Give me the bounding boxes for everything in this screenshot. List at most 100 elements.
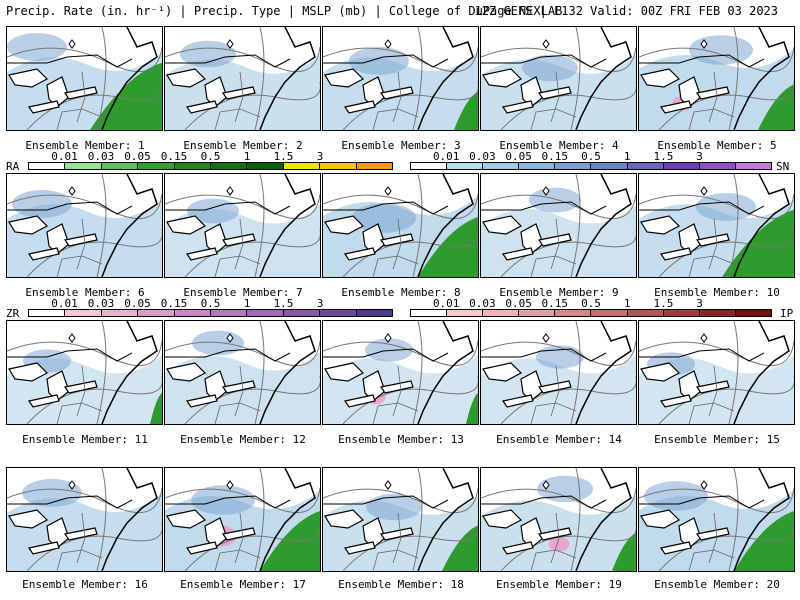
- sn-colorbar-cell: [483, 163, 520, 169]
- ip-colorbar-cell: [447, 310, 484, 316]
- ip-tick-label: 0.01: [432, 297, 460, 310]
- zr-legend-label: ZR: [6, 307, 20, 320]
- ip-tick-label: 0.03: [469, 297, 496, 310]
- ensemble-map-panel: [164, 320, 321, 425]
- ensemble-member-label: Ensemble Member: 1: [25, 139, 145, 152]
- sn-colorbar-cell: [627, 163, 664, 169]
- ensemble-map-panel: [322, 26, 479, 131]
- ra-colorbar-cell: [138, 163, 175, 169]
- ip-colorbar-cell: [555, 310, 592, 316]
- ra-colorbar-cell: [211, 163, 248, 169]
- ensemble-member-label: Ensemble Member: 17: [180, 578, 306, 591]
- ensemble-map-panel: [480, 467, 637, 572]
- ensemble-member-label: Ensemble Member: 2: [183, 139, 303, 152]
- precip-map: [165, 174, 320, 277]
- header-title: Precip. Rate (in. hr⁻¹) | Precip. Type |…: [6, 4, 563, 18]
- precip-map: [481, 468, 636, 571]
- header-valid-time: 12Z GEFS | F132 Valid: 00Z FRI FEB 03 20…: [474, 4, 778, 18]
- precip-map: [165, 27, 320, 130]
- zr-tick-label: 3: [316, 297, 324, 310]
- ensemble-map-panel: [322, 467, 479, 572]
- precip-map: [165, 468, 320, 571]
- ra-colorbar-cell: [356, 163, 393, 169]
- ip-colorbar: [410, 309, 772, 317]
- ensemble-map-panel: [480, 173, 637, 278]
- zr-colorbar-cell: [211, 310, 248, 316]
- sn-tick-label: 1.5: [653, 150, 674, 163]
- ra-tick-label: 1.5: [273, 150, 294, 163]
- ip-legend-label: IP: [780, 307, 794, 320]
- zr-tick-label: 0.15: [160, 297, 188, 310]
- sn-colorbar-cell: [447, 163, 484, 169]
- zr-colorbar-cell: [356, 310, 393, 316]
- ip-colorbar-cell: [699, 310, 736, 316]
- sn-colorbar: [410, 162, 772, 170]
- ip-colorbar-cell: [663, 310, 700, 316]
- ip-tick-label: 1.5: [653, 297, 674, 310]
- precip-map: [481, 27, 636, 130]
- sn-tick-label: 0.03: [469, 150, 496, 163]
- zr-tick-label: 1: [243, 297, 251, 310]
- zr-colorbar-cell: [283, 310, 321, 316]
- ensemble-member-label: Ensemble Member: 19: [496, 578, 622, 591]
- ensemble-member-label: Ensemble Member: 10: [654, 286, 780, 299]
- sn-colorbar-cell: [699, 163, 736, 169]
- ip-legend-ticks: 0.01 0.03 0.05 0.15 0.5 1 1.5 3: [408, 297, 778, 310]
- ensemble-member-label: Ensemble Member: 15: [654, 433, 780, 446]
- ip-colorbar-cell: [519, 310, 556, 316]
- precip-map: [481, 321, 636, 424]
- ip-colorbar-cell: [627, 310, 664, 316]
- ensemble-map-panel: [6, 467, 163, 572]
- zr-colorbar-cell: [247, 310, 284, 316]
- precip-map: [639, 174, 794, 277]
- sn-legend-label: SN: [776, 160, 790, 173]
- precip-map: [639, 468, 794, 571]
- sn-tick-label: 3: [696, 150, 703, 163]
- zr-colorbar-cell: [101, 310, 139, 316]
- zr-colorbar-cell: [29, 310, 66, 316]
- ensemble-map-panel: [480, 26, 637, 131]
- ensemble-member-label: Ensemble Member: 11: [22, 433, 148, 446]
- ensemble-map-panel: [6, 26, 163, 131]
- ip-tick-label: 3: [696, 297, 703, 310]
- ensemble-map-panel: [638, 173, 795, 278]
- zr-legend-ticks: 0.01 0.03 0.05 0.15 0.5 1 1.5 3: [20, 297, 390, 310]
- zr-tick-label: 1.5: [273, 297, 294, 310]
- ip-colorbar-cell: [483, 310, 520, 316]
- ip-tick-label: 0.15: [541, 297, 569, 310]
- ensemble-member-label: Ensemble Member: 3: [341, 139, 461, 152]
- sn-tick-label: 0.15: [541, 150, 569, 163]
- ensemble-member-label: Ensemble Member: 13: [338, 433, 464, 446]
- ensemble-map-panel: [322, 320, 479, 425]
- ensemble-member-label: Ensemble Member: 4: [499, 139, 619, 152]
- precip-map: [323, 321, 478, 424]
- sn-tick-label: 0.5: [581, 150, 601, 163]
- ra-colorbar-cell: [29, 163, 66, 169]
- ra-legend-ticks: 0.01 0.03 0.05 0.15 0.5 1 1.5 3: [20, 150, 390, 163]
- ensemble-member-label: Ensemble Member: 20: [654, 578, 780, 591]
- ra-colorbar: [28, 162, 393, 170]
- ip-colorbar-cell: [411, 310, 448, 316]
- ensemble-map-panel: [638, 26, 795, 131]
- zr-tick-label: 0.03: [87, 297, 115, 310]
- ensemble-map-panel: [164, 26, 321, 131]
- zr-tick-label: 0.05: [124, 297, 151, 310]
- zr-colorbar-cell: [320, 310, 357, 316]
- precip-map: [7, 174, 162, 277]
- ra-tick-label: 3: [316, 150, 324, 163]
- precip-map: [323, 27, 478, 130]
- sn-tick-label: 1: [623, 150, 631, 163]
- zr-tick-label: 0.01: [51, 297, 78, 310]
- zr-colorbar: [28, 309, 393, 317]
- ra-colorbar-cell: [320, 163, 357, 169]
- ensemble-member-label: Ensemble Member: 18: [338, 578, 464, 591]
- sn-colorbar-cell: [519, 163, 556, 169]
- precip-map: [7, 468, 162, 571]
- ensemble-member-label: Ensemble Member: 12: [180, 433, 306, 446]
- ensemble-map-panel: [322, 173, 479, 278]
- ensemble-map-panel: [480, 320, 637, 425]
- zr-colorbar-cell: [138, 310, 175, 316]
- sn-colorbar-cell: [591, 163, 628, 169]
- sn-colorbar-cell: [411, 163, 448, 169]
- ensemble-map-panel: [6, 320, 163, 425]
